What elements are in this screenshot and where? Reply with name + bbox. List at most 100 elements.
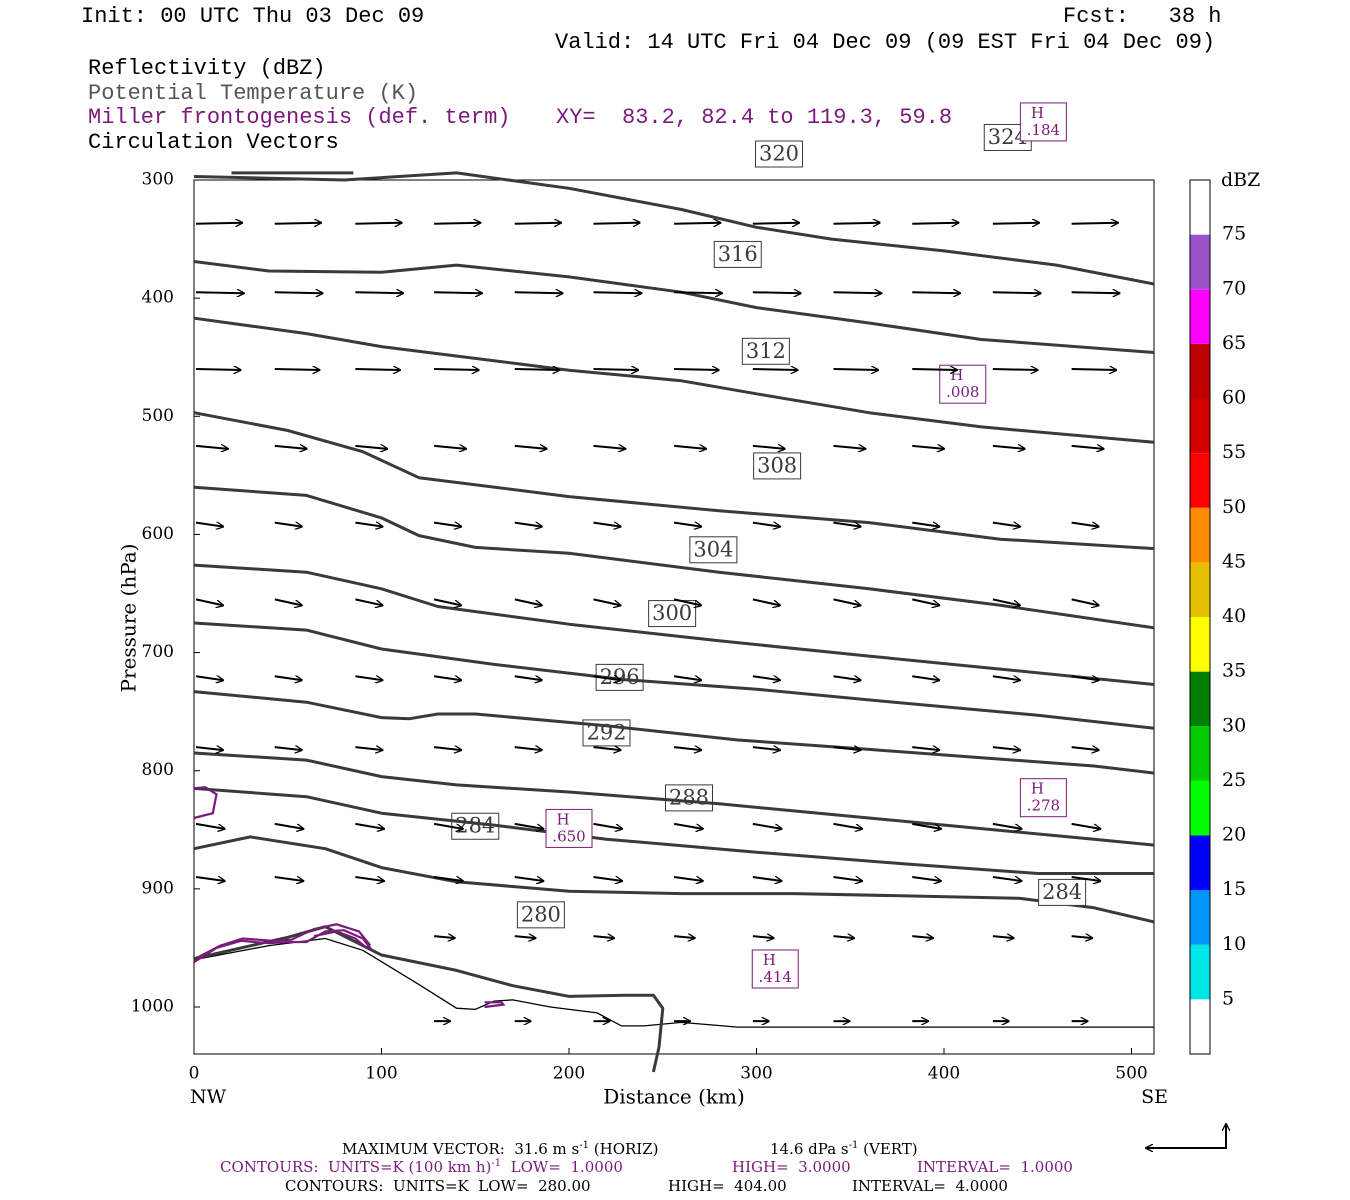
colorbar-band (1190, 944, 1210, 1000)
contours1-units: CONTOURS: UNITS=K (100 km h) (220, 1158, 492, 1176)
circulation-vector (833, 676, 861, 680)
circulation-vector (912, 369, 957, 370)
colorbar-level-label: 60 (1222, 387, 1246, 409)
circulation-vector (514, 936, 536, 938)
cross-section-endpoints: XY= 83.2, 82.4 to 119.3, 59.8 (556, 105, 953, 130)
contours1-interval: INTERVAL= 1.0000 (917, 1158, 1073, 1176)
colorbar-band (1190, 343, 1210, 399)
circulation-vector (912, 822, 941, 829)
circulation-vector (674, 446, 706, 449)
circulation-vector (355, 292, 403, 293)
isentrope-292 (193, 751, 1155, 847)
colorbar-band (1190, 617, 1210, 672)
frontogenesis-max-box (1019, 102, 1067, 142)
field-vectors: Circulation Vectors (88, 130, 339, 155)
max-vector-vert: 14.6 dPa s-1 (VERT) (770, 1140, 918, 1158)
y-tick-label: 500 (142, 406, 174, 426)
circulation-vector (912, 598, 939, 605)
colorbar-level-label: 5 (1222, 987, 1234, 1009)
circulation-vector (433, 523, 461, 527)
circulation-vector (992, 747, 1020, 750)
circulation-vector (195, 223, 242, 224)
circulation-vector (514, 598, 542, 605)
isentrope-316 (193, 316, 1155, 444)
circulation-vector (355, 446, 387, 449)
colorbar-band (1190, 453, 1210, 508)
circulation-vector (593, 747, 621, 750)
circulation-vector (674, 936, 695, 938)
circulation-vector (195, 676, 223, 680)
contours1-high: HIGH= 3.0000 (732, 1158, 851, 1176)
circulation-vector (752, 369, 798, 370)
circulation-vector (833, 936, 855, 938)
frontogenesis-max-box (751, 949, 799, 989)
circulation-vector (992, 876, 1022, 881)
circulation-vector (274, 747, 302, 750)
vert-value: 14.6 dPa s (770, 1140, 849, 1158)
colorbar-level-label: 40 (1222, 605, 1246, 627)
circulation-vector (752, 223, 799, 224)
circulation-vector (593, 676, 621, 680)
colorbar-level-label: 50 (1222, 496, 1246, 518)
y-axis-label: Pressure (hPa) (117, 544, 141, 693)
circulation-vector (833, 523, 861, 527)
frontogenesis-contour-0 (193, 929, 373, 964)
terrain-line (193, 937, 1154, 1028)
circulation-vector (912, 676, 939, 680)
frontogenesis-contour-1 (197, 923, 372, 959)
colorbar-frame (1189, 179, 1211, 1055)
circulation-vector (752, 876, 782, 881)
circulation-vector (195, 292, 244, 293)
frontogenesis-max-value: .414 (759, 968, 792, 986)
circulation-vector (1071, 598, 1099, 605)
isentrope-label-box (1038, 878, 1087, 906)
isentrope-296 (193, 690, 1155, 775)
circulation-vector (992, 598, 1020, 605)
circulation-vector (593, 936, 615, 938)
isentrope-label-box (689, 536, 738, 564)
circulation-vector (1071, 292, 1120, 293)
circulation-vector (992, 822, 1022, 829)
colorbar-level-label: 45 (1222, 550, 1246, 572)
circulation-vector (673, 876, 703, 881)
circulation-vector (195, 876, 225, 881)
circulation-vector (992, 369, 1038, 370)
theta-contour-info: CONTOURS: UNITS=K LOW= 280.00 (285, 1177, 591, 1195)
y-tick-label: 400 (142, 288, 174, 308)
colorbar-band (1190, 835, 1210, 891)
circulation-vector (195, 369, 241, 370)
circulation-vector (673, 598, 701, 605)
frontogenesis-max-h: H (950, 366, 963, 384)
frontogenesis-max-value: .650 (552, 827, 585, 845)
circulation-vector (912, 747, 939, 750)
circulation-vector (274, 676, 302, 680)
circulation-vector (514, 446, 547, 449)
circulation-vector (593, 223, 640, 224)
x-tick-label: 500 (1115, 1064, 1147, 1084)
colorbar-level-label: 15 (1222, 878, 1246, 900)
circulation-vector (833, 598, 861, 605)
circulation-vector (593, 369, 639, 370)
circulation-vector (514, 676, 542, 680)
y-tick-label: 900 (142, 878, 174, 898)
max-vector-line: MAXIMUM VECTOR: 31.6 m s-1 (HORIZ) (342, 1140, 659, 1158)
colorbar-level-label: 65 (1222, 332, 1246, 354)
circulation-vector (434, 292, 482, 293)
y-tick-label: 800 (142, 760, 174, 780)
circulation-vector (673, 676, 701, 680)
circulation-vector (752, 446, 785, 449)
circulation-vector (593, 822, 623, 829)
y-tick-label: 1000 (131, 997, 174, 1017)
frontogenesis-max-box (545, 808, 593, 848)
circulation-vector (514, 822, 544, 829)
frontogenesis-max-box (1019, 778, 1067, 818)
circulation-vector (274, 822, 304, 829)
circulation-vector (434, 223, 480, 224)
circulation-vector (514, 747, 542, 750)
circulation-vector (992, 936, 1014, 938)
circulation-vector (833, 822, 863, 829)
colorbar-level-label: 20 (1222, 824, 1246, 846)
circulation-vector (355, 223, 401, 224)
